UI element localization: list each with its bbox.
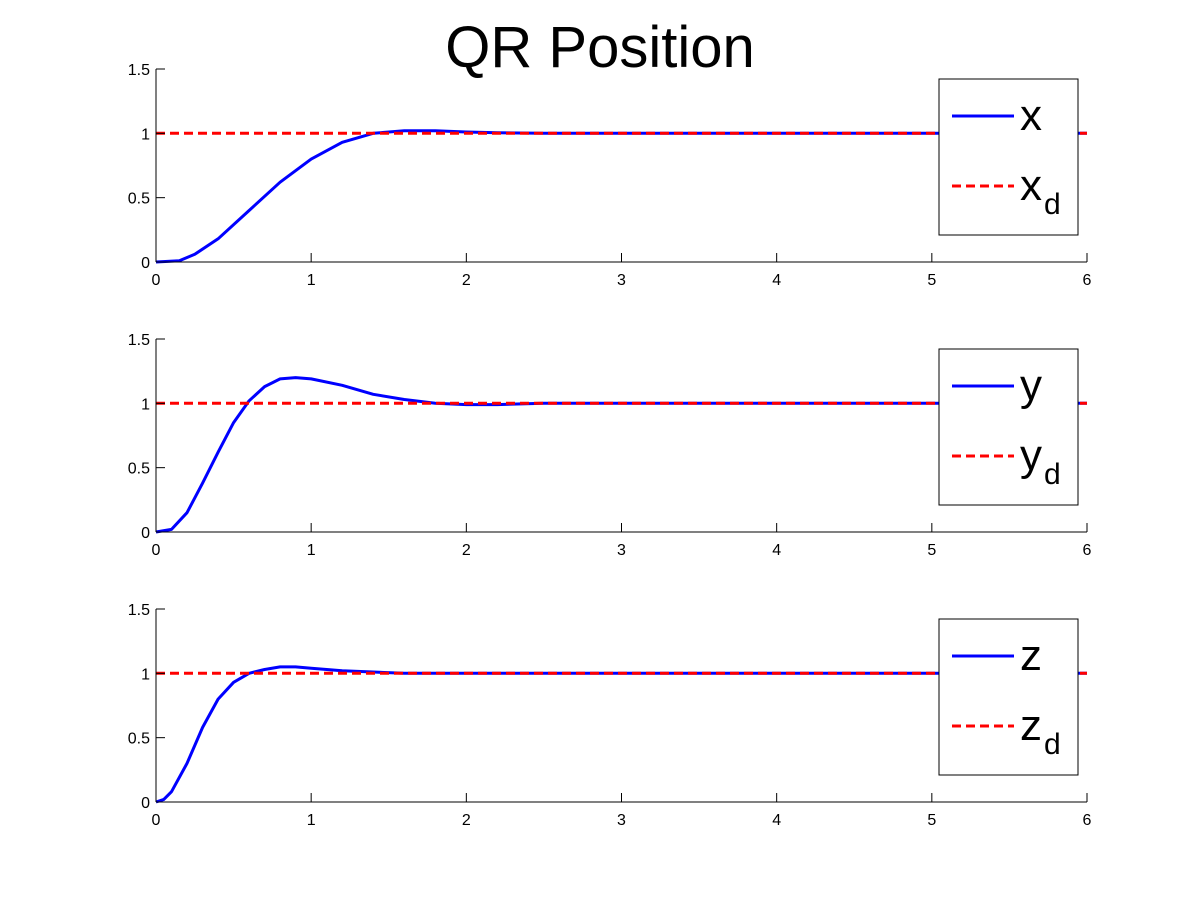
legend-box	[938, 78, 1079, 236]
x-tick-label: 5	[927, 542, 936, 559]
x-tick-label: 1	[307, 272, 316, 289]
y-tick-label: 0	[141, 795, 150, 812]
legend-label-z: z	[1020, 631, 1042, 680]
y-tick-label: 1	[141, 396, 150, 413]
legend-label-y: y	[1020, 361, 1042, 410]
x-tick-label: 4	[772, 272, 781, 289]
y-tick-label: 1.5	[128, 62, 150, 79]
x-tick-label: 6	[1083, 812, 1092, 829]
x-tick-label: 3	[617, 812, 626, 829]
legend-subscript: d	[1044, 728, 1061, 761]
legend-subscript: d	[1044, 458, 1061, 491]
y-tick-label: 1.5	[128, 602, 150, 619]
legend: yyd	[938, 348, 1079, 506]
legend-label-x: x	[1020, 91, 1042, 140]
legend: zzd	[938, 618, 1079, 776]
x-tick-label: 1	[307, 812, 316, 829]
x-tick-label: 3	[617, 272, 626, 289]
x-tick-label: 4	[772, 542, 781, 559]
y-tick-label: 0.5	[128, 191, 150, 208]
y-tick-label: 0	[141, 525, 150, 542]
y-tick-label: 1	[141, 666, 150, 683]
legend: xxd	[938, 78, 1079, 236]
x-tick-label: 2	[462, 542, 471, 559]
x-tick-label: 4	[772, 812, 781, 829]
x-tick-label: 5	[927, 272, 936, 289]
y-tick-label: 0	[141, 255, 150, 272]
x-tick-label: 0	[152, 272, 161, 289]
legend-subscript: d	[1044, 188, 1061, 221]
x-tick-label: 6	[1083, 542, 1092, 559]
y-tick-label: 1	[141, 126, 150, 143]
y-tick-label: 1.5	[128, 332, 150, 349]
legend-box	[938, 348, 1079, 506]
legend-box	[938, 618, 1079, 776]
x-tick-label: 2	[462, 272, 471, 289]
x-tick-label: 1	[307, 542, 316, 559]
figure-title: QR Position	[445, 15, 754, 80]
x-tick-label: 0	[152, 542, 161, 559]
x-tick-label: 2	[462, 812, 471, 829]
x-tick-label: 0	[152, 812, 161, 829]
y-tick-label: 0.5	[128, 731, 150, 748]
x-tick-label: 6	[1083, 272, 1092, 289]
y-tick-label: 0.5	[128, 461, 150, 478]
x-tick-label: 3	[617, 542, 626, 559]
x-tick-label: 5	[927, 812, 936, 829]
